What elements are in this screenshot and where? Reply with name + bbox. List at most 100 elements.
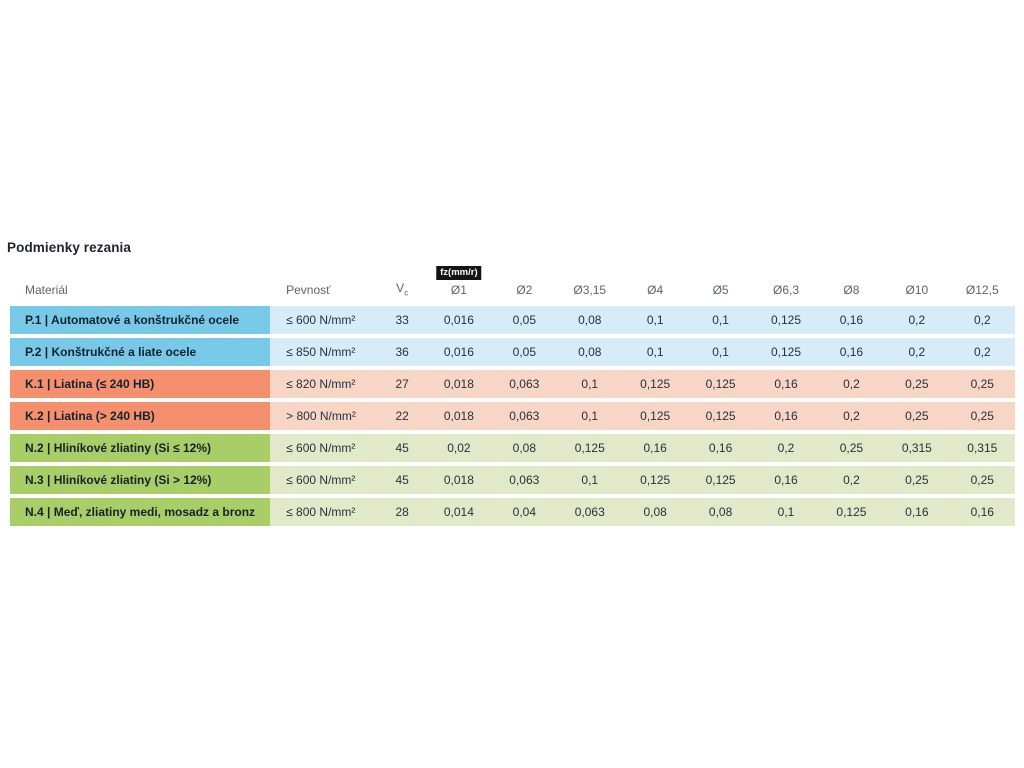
vc-cell: 36 [378, 338, 427, 366]
fz-cell: 0,16 [818, 338, 885, 366]
strength-cell: ≤ 600 N/mm² [270, 306, 379, 334]
fz-cell: 0,125 [753, 306, 819, 334]
fz-cell: 0,05 [491, 306, 558, 334]
table-row-n4: N.4 | Meď, zliatiny medi, mosadz a bronz… [10, 498, 1015, 526]
fz-cell: 0,16 [753, 370, 819, 398]
fz-unit-badge: fz(mm/r) [436, 266, 482, 280]
fz-cell: 0,1 [753, 498, 819, 526]
fz-cell: 0,2 [818, 466, 885, 494]
fz-cell: 0,018 [426, 466, 492, 494]
col-header-d8: Ø8 [843, 283, 860, 297]
fz-cell: 0,04 [491, 498, 558, 526]
table-row-p2: P.2 | Konštrukčné a liate ocele ≤ 850 N/… [10, 338, 1015, 366]
fz-cell: 0,125 [687, 402, 754, 430]
fz-cell: 0,018 [426, 370, 492, 398]
fz-cell: 0,1 [622, 306, 688, 334]
fz-cell: 0,25 [884, 402, 950, 430]
strength-cell: ≤ 820 N/mm² [270, 370, 379, 398]
fz-cell: 0,125 [753, 338, 819, 366]
fz-cell: 0,16 [622, 434, 688, 462]
material-cell: N.3 | Hliníkové zliatiny (Si > 12%) [10, 466, 271, 494]
fz-cell: 0,063 [491, 370, 558, 398]
fz-cell: 0,2 [753, 434, 819, 462]
fz-cell: 0,16 [753, 402, 819, 430]
fz-cell: 0,08 [687, 498, 754, 526]
fz-cell: 0,315 [949, 434, 1015, 462]
fz-cell: 0,08 [622, 498, 688, 526]
col-header-d2: Ø2 [516, 283, 533, 297]
fz-cell: 0,063 [557, 498, 623, 526]
fz-cell: 0,2 [949, 306, 1015, 334]
fz-cell: 0,2 [949, 338, 1015, 366]
fz-cell: 0,08 [491, 434, 558, 462]
fz-cell: 0,2 [884, 306, 950, 334]
fz-cell: 0,1 [557, 402, 623, 430]
fz-cell: 0,125 [622, 466, 688, 494]
col-header-d6-3: Ø6,3 [773, 283, 800, 297]
strength-cell: ≤ 800 N/mm² [270, 498, 379, 526]
material-cell: P.1 | Automatové a konštrukčné ocele [10, 306, 271, 334]
fz-cell: 0,25 [818, 434, 885, 462]
material-cell: N.2 | Hliníkové zliatiny (Si ≤ 12%) [10, 434, 271, 462]
strength-cell: ≤ 850 N/mm² [270, 338, 379, 366]
vc-cell: 33 [378, 306, 427, 334]
fz-cell: 0,016 [426, 306, 492, 334]
strength-cell: > 800 N/mm² [270, 402, 379, 430]
d1-label: Ø1 [450, 283, 467, 297]
cutting-conditions-table: Materiál Pevnosť Vc fz(mm/r) Ø1 Ø2 Ø3,15… [10, 262, 1015, 530]
fz-cell: 0,2 [884, 338, 950, 366]
fz-cell: 0,016 [426, 338, 492, 366]
fz-cell: 0,1 [557, 370, 623, 398]
col-header-d10: Ø10 [905, 283, 929, 297]
col-header-d1: fz(mm/r) Ø1 [426, 266, 491, 302]
fz-cell: 0,25 [949, 402, 1015, 430]
fz-cell: 0,16 [884, 498, 950, 526]
header-row: Materiál Pevnosť Vc fz(mm/r) Ø1 Ø2 Ø3,15… [10, 266, 1015, 302]
col-header-d4: Ø4 [647, 283, 664, 297]
fz-cell: 0,125 [818, 498, 885, 526]
vc-symbol: V [396, 280, 405, 295]
material-cell: K.1 | Liatina (≤ 240 HB) [10, 370, 271, 398]
fz-cell: 0,014 [426, 498, 492, 526]
fz-cell: 0,125 [622, 402, 688, 430]
material-cell: N.4 | Meď, zliatiny medi, mosadz a bronz [10, 498, 271, 526]
fz-cell: 0,25 [884, 466, 950, 494]
fz-cell: 0,125 [557, 434, 623, 462]
fz-cell: 0,018 [426, 402, 492, 430]
fz-cell: 0,08 [557, 338, 623, 366]
fz-cell: 0,16 [949, 498, 1015, 526]
fz-cell: 0,1 [687, 338, 754, 366]
col-header-d3-15: Ø3,15 [573, 283, 607, 297]
col-header-strength: Pevnosť [286, 283, 331, 297]
fz-cell: 0,25 [949, 466, 1015, 494]
table-row-k2: K.2 | Liatina (> 240 HB) > 800 N/mm² 22 … [10, 402, 1015, 430]
strength-cell: ≤ 600 N/mm² [270, 466, 379, 494]
fz-cell: 0,125 [622, 370, 688, 398]
fz-cell: 0,315 [884, 434, 950, 462]
col-header-d5: Ø5 [712, 283, 729, 297]
fz-cell: 0,1 [557, 466, 623, 494]
vc-cell: 27 [378, 370, 427, 398]
fz-cell: 0,16 [753, 466, 819, 494]
vc-subscript: c [404, 288, 409, 297]
fz-cell: 0,1 [622, 338, 688, 366]
fz-cell: 0,02 [426, 434, 492, 462]
material-cell: K.2 | Liatina (> 240 HB) [10, 402, 271, 430]
page-title: Podmienky rezania [7, 240, 131, 255]
vc-cell: 22 [378, 402, 427, 430]
vc-cell: 45 [378, 434, 427, 462]
fz-cell: 0,2 [818, 402, 885, 430]
col-header-material: Materiál [25, 283, 68, 297]
fz-cell: 0,16 [818, 306, 885, 334]
material-cell: P.2 | Konštrukčné a liate ocele [10, 338, 271, 366]
fz-cell: 0,125 [687, 466, 754, 494]
fz-cell: 0,25 [949, 370, 1015, 398]
fz-cell: 0,063 [491, 466, 558, 494]
col-header-d12-5: Ø12,5 [965, 283, 999, 297]
fz-cell: 0,1 [687, 306, 754, 334]
fz-cell: 0,2 [818, 370, 885, 398]
strength-cell: ≤ 600 N/mm² [270, 434, 379, 462]
col-header-vc: Vc [378, 266, 426, 302]
fz-cell: 0,08 [557, 306, 623, 334]
